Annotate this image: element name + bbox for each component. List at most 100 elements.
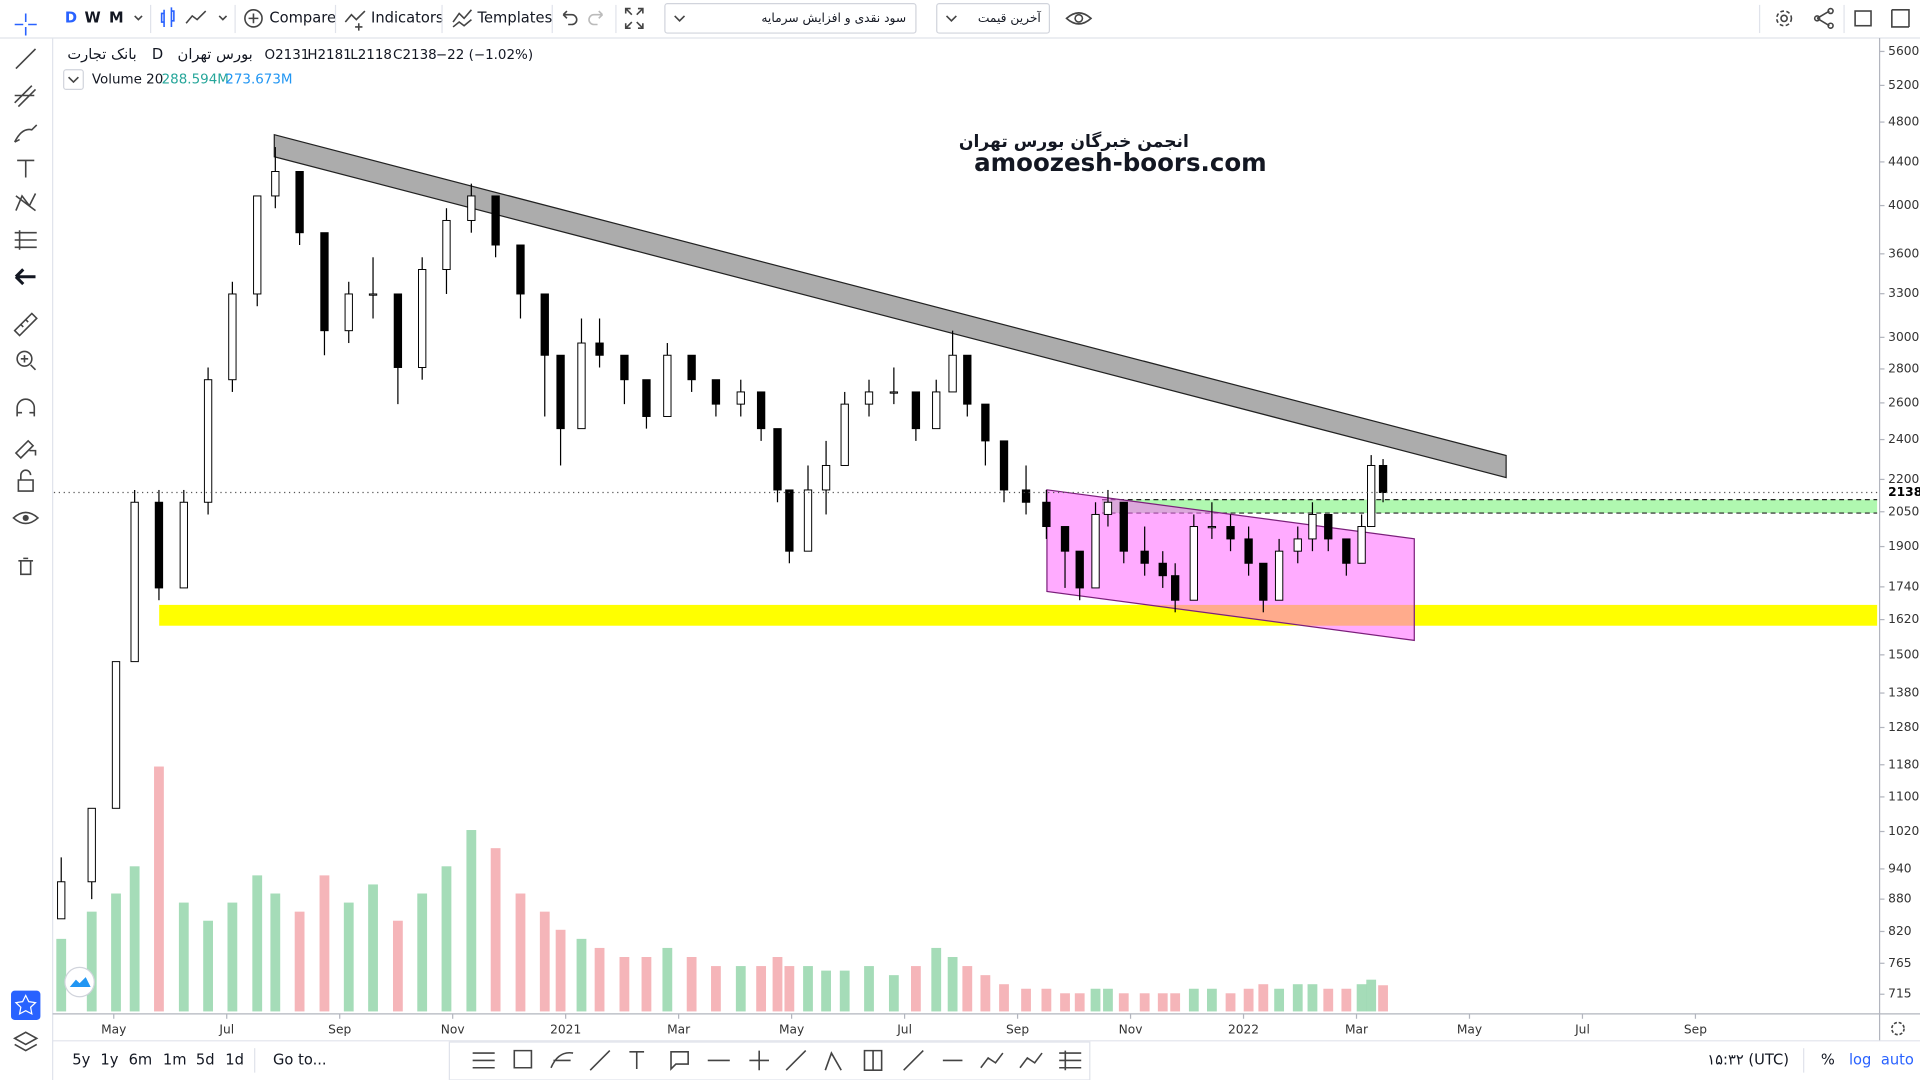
- crosshair-tool[interactable]: [14, 13, 37, 36]
- volume-bar: [1258, 984, 1269, 1012]
- y-tick-label: 765: [1888, 956, 1911, 970]
- chart-type-menu[interactable]: [218, 15, 228, 21]
- drawing-tools[interactable]: [472, 1049, 1082, 1071]
- candle-body: [442, 219, 451, 270]
- interval-button[interactable]: W: [84, 9, 100, 26]
- volume-bar: [294, 911, 305, 1012]
- indicators-button[interactable]: Indicators: [371, 9, 444, 26]
- settings-button[interactable]: [1775, 10, 1793, 27]
- candle-body: [840, 403, 849, 466]
- unlock-tool[interactable]: [17, 469, 34, 492]
- candle-body: [154, 501, 164, 589]
- brush-tool[interactable]: [13, 124, 38, 143]
- volume-bar: [1274, 988, 1285, 1012]
- ohlc-key: L: [350, 48, 358, 63]
- text-tool[interactable]: [17, 159, 35, 178]
- chart-type-button[interactable]: [185, 10, 207, 24]
- range-button[interactable]: 1m: [163, 1051, 187, 1068]
- candle-body: [1342, 538, 1351, 564]
- prediction-tool[interactable]: [14, 230, 37, 250]
- volume-bar: [466, 830, 477, 1012]
- magnet-tool[interactable]: [16, 398, 36, 417]
- candle-body: [620, 354, 629, 381]
- log-toggle[interactable]: log: [1849, 1051, 1871, 1068]
- measure-tool[interactable]: [13, 312, 38, 337]
- volume-bar: [662, 947, 673, 1012]
- volume-bar: [641, 957, 652, 1012]
- ohlc-item: C2138: [393, 48, 437, 63]
- volume-bar: [1090, 988, 1101, 1012]
- candle-body: [963, 354, 972, 405]
- pattern-tool[interactable]: [15, 193, 37, 212]
- candle-body: [87, 807, 96, 883]
- trendline-tool[interactable]: [15, 48, 37, 70]
- candle-body: [999, 440, 1009, 491]
- ohlc-value: 2118: [358, 48, 392, 63]
- range-button[interactable]: 1y: [100, 1051, 118, 1068]
- indicators-icon[interactable]: [344, 10, 366, 31]
- volume-bar: [319, 875, 330, 1012]
- candle-body: [595, 342, 604, 356]
- compare-button[interactable]: Compare: [269, 9, 336, 26]
- dividend-select[interactable]: [664, 3, 917, 34]
- volume-bar: [1366, 979, 1377, 1012]
- chart-style-button[interactable]: [160, 7, 175, 27]
- x-tick-label: May: [1457, 1022, 1482, 1036]
- hide-tool[interactable]: [12, 511, 40, 525]
- logo-badge[interactable]: [64, 966, 95, 998]
- y-tick-label: 1900: [1888, 539, 1919, 553]
- interval-menu[interactable]: [134, 15, 143, 21]
- volume-bar: [1307, 984, 1318, 1012]
- volume-bar: [1157, 993, 1168, 1012]
- candle-body: [1158, 562, 1167, 577]
- y-tick-label: 1020: [1888, 824, 1919, 838]
- x-tick-label: Nov: [441, 1022, 465, 1036]
- interval-button[interactable]: M: [109, 9, 124, 26]
- pitchfork-tool[interactable]: [14, 85, 37, 108]
- watchlist-button[interactable]: [11, 990, 41, 1020]
- volume-bar: [803, 966, 813, 1012]
- candle-body: [203, 379, 213, 503]
- x-tick-label: Jul: [1574, 1022, 1590, 1036]
- volume-bar: [178, 902, 189, 1012]
- fullscreen-button[interactable]: [624, 7, 644, 29]
- volume-bar: [555, 929, 566, 1012]
- compare-icon[interactable]: [244, 9, 263, 28]
- candle-body: [1378, 464, 1388, 494]
- templates-icon[interactable]: [452, 9, 473, 28]
- volume-bar: [368, 884, 378, 1012]
- range-button[interactable]: 6m: [129, 1051, 153, 1068]
- price-select[interactable]: [936, 3, 1050, 34]
- zoom-tool[interactable]: [16, 350, 33, 367]
- volume-bar: [947, 957, 958, 1012]
- templates-button[interactable]: Templates: [477, 9, 553, 26]
- visibility-button[interactable]: [1065, 12, 1093, 25]
- axis-settings[interactable]: [1891, 1021, 1905, 1036]
- volume-bar: [711, 966, 721, 1012]
- percent-toggle[interactable]: %: [1821, 1051, 1835, 1068]
- last-price-badge: [1880, 483, 1920, 502]
- auto-toggle[interactable]: auto: [1881, 1051, 1914, 1068]
- volume-bar: [888, 975, 899, 1012]
- back-tool[interactable]: [14, 268, 36, 286]
- layers-button[interactable]: [13, 1031, 39, 1052]
- volume-bar: [1021, 988, 1031, 1012]
- volume-bar: [203, 920, 213, 1012]
- volume-bar: [772, 957, 783, 1012]
- volume-bar: [962, 966, 973, 1012]
- legend-toggle[interactable]: [63, 69, 84, 90]
- range-button[interactable]: 5d: [196, 1051, 215, 1068]
- undo-button[interactable]: [562, 10, 578, 26]
- candle-body: [516, 244, 525, 295]
- redo-button[interactable]: [588, 10, 604, 26]
- snapshot-button[interactable]: [1854, 10, 1872, 27]
- interval-button[interactable]: D: [65, 9, 77, 26]
- candle-body: [491, 195, 500, 246]
- layout-button[interactable]: [1891, 9, 1910, 28]
- goto-button[interactable]: Go to...: [273, 1051, 327, 1068]
- lock-drawing-tool[interactable]: [14, 439, 37, 460]
- delete-tool[interactable]: [18, 557, 34, 576]
- range-button[interactable]: 5y: [72, 1051, 90, 1068]
- range-button[interactable]: 1d: [225, 1051, 244, 1068]
